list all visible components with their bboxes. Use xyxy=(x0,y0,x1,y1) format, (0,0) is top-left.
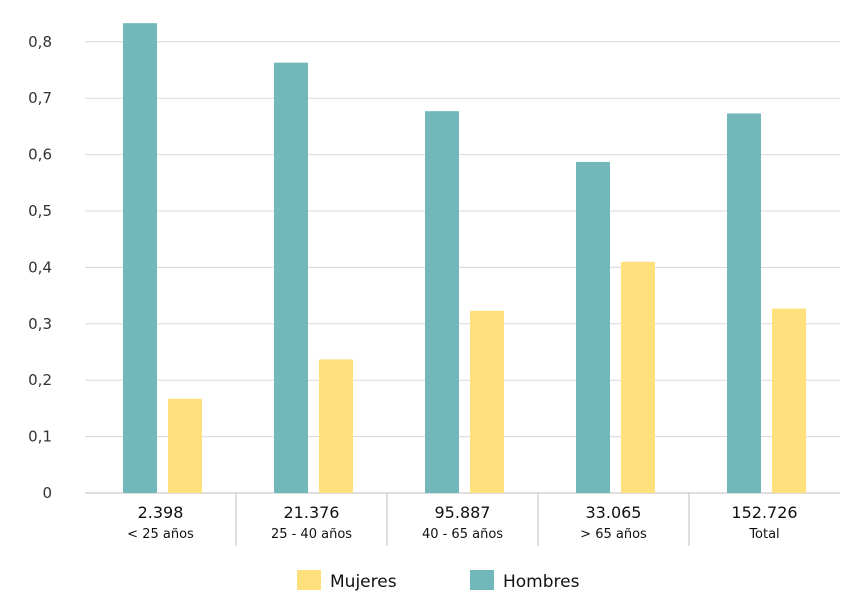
y-tick-label: 0 xyxy=(42,484,52,502)
y-tick-label: 0,8 xyxy=(28,33,52,51)
category-count-label: 95.887 xyxy=(435,503,491,522)
legend-swatch-hombres xyxy=(470,570,494,590)
y-tick-label: 0,7 xyxy=(28,89,52,107)
category-label: > 65 años xyxy=(580,527,647,542)
y-tick-label: 0,4 xyxy=(28,258,52,276)
gridlines xyxy=(85,41,840,494)
category-label: Total xyxy=(748,527,779,542)
y-tick-label: 0,3 xyxy=(28,315,52,333)
x-axis: 2.398 < 25 años 21.376 25 - 40 años 95.887 40… xyxy=(127,493,798,546)
bar-mujeres xyxy=(621,261,655,493)
legend-label-hombres: Hombres xyxy=(503,572,580,592)
category-count-label: 33.065 xyxy=(586,503,642,522)
bars xyxy=(123,23,806,494)
bar-hombres xyxy=(123,23,157,494)
legend-label-mujeres: Mujeres xyxy=(330,572,397,592)
category-count-label: 152.726 xyxy=(731,503,797,522)
bar-mujeres xyxy=(168,398,202,493)
category-count-label: 2.398 xyxy=(138,503,184,522)
bar-mujeres xyxy=(319,359,353,493)
category-label: < 25 años xyxy=(127,527,194,542)
legend: Mujeres Hombres xyxy=(297,570,580,592)
y-tick-label: 0,5 xyxy=(28,202,52,220)
category-label: 40 - 65 años xyxy=(422,527,503,542)
y-tick-label: 0,6 xyxy=(28,146,52,164)
category-label: 25 - 40 años xyxy=(271,527,352,542)
y-axis: 0 0,1 0,2 0,3 0,4 0,5 0,6 0,7 0,8 xyxy=(28,33,52,502)
bar-hombres xyxy=(425,111,459,493)
category-count-label: 21.376 xyxy=(284,503,340,522)
bar-mujeres xyxy=(772,308,806,493)
legend-swatch-mujeres xyxy=(297,570,321,590)
bar-hombres xyxy=(727,113,761,493)
bar-hombres xyxy=(274,62,308,493)
y-tick-label: 0,2 xyxy=(28,371,52,389)
y-tick-label: 0,1 xyxy=(28,428,52,446)
bar-hombres xyxy=(576,161,610,493)
bar-mujeres xyxy=(470,310,504,493)
